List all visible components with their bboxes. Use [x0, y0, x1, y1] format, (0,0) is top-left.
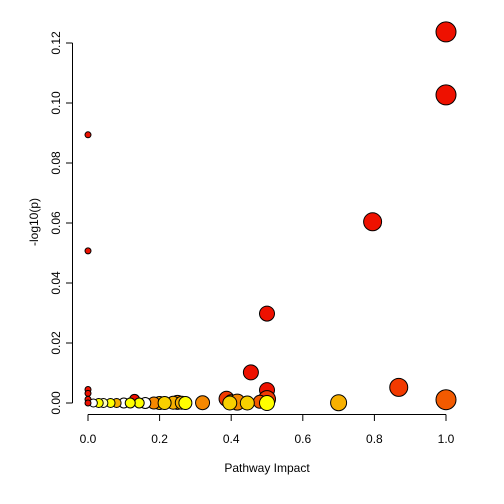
- y-tick-label: 0.04: [49, 271, 63, 295]
- data-point: [124, 397, 136, 409]
- data-point: [330, 394, 348, 412]
- data-point: [84, 131, 92, 139]
- data-point: [84, 399, 92, 407]
- data-point: [435, 21, 457, 43]
- x-tick-label: 0.8: [366, 432, 383, 446]
- data-point: [195, 395, 211, 411]
- data-point: [259, 305, 275, 322]
- y-tick-label: 0.02: [49, 331, 63, 355]
- data-point: [84, 389, 92, 397]
- data-point: [239, 395, 255, 411]
- y-ticks: 0.00 0.02 0.04 0.06 0.08 0.10 0.12: [49, 31, 73, 415]
- y-tick-label: 0.08: [49, 151, 63, 175]
- data-point: [222, 395, 238, 411]
- y-tick-label: 0.06: [49, 211, 63, 235]
- data-points: [84, 21, 457, 412]
- x-axis-title: Pathway Impact: [224, 461, 310, 475]
- data-point: [178, 396, 193, 410]
- axes: [72, 43, 446, 415]
- x-ticks: 0.0 0.2 0.4 0.6 0.8 1.0: [80, 414, 455, 446]
- data-point: [363, 212, 383, 232]
- x-tick-label: 1.0: [438, 432, 455, 446]
- y-tick-label: 0.10: [49, 91, 63, 115]
- y-tick-label: 0.00: [49, 391, 63, 415]
- data-point: [157, 396, 172, 410]
- y-axis-title: -log10(p): [27, 198, 41, 246]
- data-point: [435, 84, 457, 106]
- x-tick-label: 0.4: [223, 432, 240, 446]
- data-point: [84, 247, 92, 255]
- data-point: [259, 395, 275, 411]
- x-tick-label: 0.2: [151, 432, 168, 446]
- y-tick-label: 0.12: [49, 31, 63, 55]
- x-tick-label: 0.0: [80, 432, 97, 446]
- x-tick-label: 0.6: [294, 432, 311, 446]
- data-point: [242, 364, 259, 381]
- data-point: [435, 389, 457, 411]
- data-point: [389, 377, 409, 397]
